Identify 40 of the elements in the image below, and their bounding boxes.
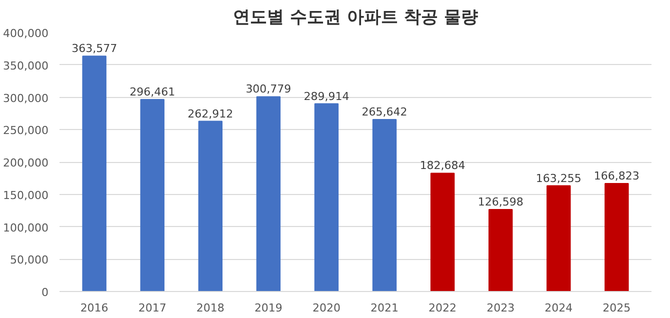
y-tick-label: 200,000	[3, 156, 49, 170]
x-tick-label: 2018	[196, 302, 224, 314]
data-label: 262,912	[188, 107, 234, 120]
x-tick-label: 2020	[312, 302, 340, 314]
data-label: 296,461	[130, 86, 176, 99]
data-label: 182,684	[420, 159, 466, 172]
data-label: 265,642	[362, 105, 408, 118]
y-tick-label: 150,000	[3, 188, 49, 202]
data-label: 300,779	[246, 82, 292, 96]
chart-title: 연도별 수도권 아파트 착공 물량	[233, 8, 478, 28]
y-tick-label: 100,000	[3, 221, 49, 234]
data-label: 363,577	[72, 42, 118, 56]
bar	[488, 209, 513, 292]
bar	[546, 185, 571, 292]
data-label: 126,598	[478, 196, 524, 209]
x-tick-label: 2017	[138, 302, 166, 314]
y-tick-label: 250,000	[3, 124, 49, 138]
x-tick-label: 2016	[80, 302, 108, 314]
x-tick-label: 2021	[370, 302, 399, 314]
x-tick-label: 2023	[486, 302, 515, 314]
y-tick-label: 400,000	[3, 27, 49, 40]
x-tick-label: 2025	[602, 302, 631, 314]
y-tick-label: 300,000	[3, 92, 49, 105]
data-label: 289,914	[304, 90, 350, 103]
bar	[140, 99, 164, 292]
y-tick-label: 50,000	[10, 254, 49, 267]
data-label: 163,255	[536, 172, 582, 185]
bar	[604, 182, 629, 292]
bar	[372, 118, 397, 292]
x-tick-label: 2019	[254, 302, 282, 314]
data-label: 166,823	[594, 169, 640, 182]
y-tick-label: 0	[42, 286, 48, 299]
y-tick-label: 350,000	[3, 59, 49, 72]
bar	[256, 96, 281, 292]
x-tick-label: 2022	[428, 302, 457, 314]
bar	[82, 56, 106, 292]
bar	[314, 103, 339, 292]
bar	[430, 172, 455, 292]
x-tick-label: 2024	[544, 302, 573, 314]
bar	[198, 120, 223, 292]
